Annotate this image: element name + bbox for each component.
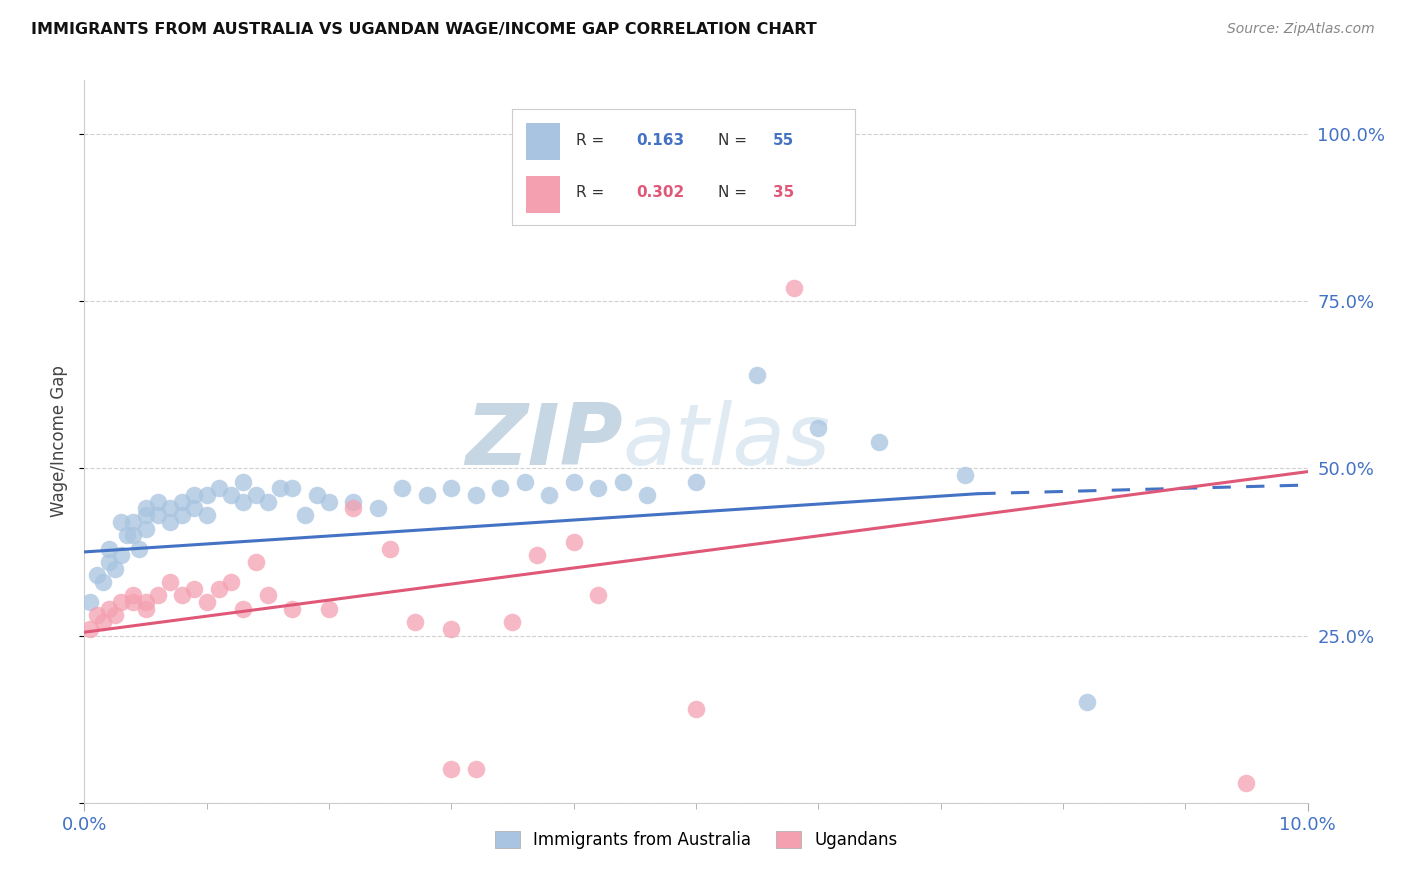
Legend: Immigrants from Australia, Ugandans: Immigrants from Australia, Ugandans (488, 824, 904, 856)
Point (685, 475, 707, 489)
Point (232, 602, 254, 616)
Point (135, 501, 157, 516)
Point (685, 702, 707, 716)
Point (257, 589, 280, 603)
Point (183, 488, 205, 502)
Point (195, 595, 218, 609)
Text: atlas: atlas (623, 400, 831, 483)
Point (526, 548, 548, 563)
Point (159, 515, 181, 529)
Point (79, 622, 101, 636)
Point (747, 368, 769, 382)
Point (122, 589, 145, 603)
Point (1076, 696, 1098, 710)
Point (807, 421, 830, 435)
Point (245, 488, 267, 502)
Point (159, 501, 181, 516)
Point (115, 528, 138, 542)
Point (636, 488, 658, 502)
Point (128, 541, 150, 556)
Point (91, 615, 114, 630)
Point (110, 595, 132, 609)
Point (183, 501, 205, 516)
Point (146, 494, 169, 508)
Point (195, 508, 218, 523)
Text: ZIP: ZIP (465, 400, 623, 483)
Point (159, 575, 181, 590)
Point (86, 608, 108, 623)
Point (104, 608, 127, 623)
Point (489, 482, 512, 496)
Point (269, 482, 291, 496)
Text: Source: ZipAtlas.com: Source: ZipAtlas.com (1227, 22, 1375, 37)
Point (953, 467, 976, 482)
Point (869, 434, 891, 449)
Point (219, 575, 242, 590)
Point (208, 582, 231, 596)
Text: IMMIGRANTS FROM AUSTRALIA VS UGANDAN WAGE/INCOME GAP CORRELATION CHART: IMMIGRANTS FROM AUSTRALIA VS UGANDAN WAG… (31, 22, 817, 37)
Point (380, 541, 402, 556)
Point (440, 482, 463, 496)
Y-axis label: Wage/Income Gap: Wage/Income Gap (51, 366, 69, 517)
Point (97, 555, 120, 569)
Point (318, 602, 340, 616)
Point (122, 515, 145, 529)
Point (305, 488, 328, 502)
Point (232, 494, 254, 508)
Point (91, 575, 114, 590)
Point (586, 589, 609, 603)
Point (342, 494, 364, 508)
Point (562, 475, 585, 489)
Point (219, 488, 242, 502)
Point (232, 475, 254, 489)
Point (464, 488, 486, 502)
Point (281, 482, 304, 496)
Point (416, 488, 439, 502)
Point (135, 602, 157, 616)
Point (135, 595, 157, 609)
Point (404, 615, 426, 630)
Point (294, 508, 316, 523)
Point (172, 494, 194, 508)
Point (183, 582, 205, 596)
Point (122, 595, 145, 609)
Point (122, 528, 145, 542)
Point (281, 602, 304, 616)
Point (367, 501, 389, 516)
Point (1236, 776, 1258, 790)
Point (513, 475, 536, 489)
Point (195, 488, 218, 502)
Point (342, 501, 364, 516)
Point (146, 508, 169, 523)
Point (135, 521, 157, 535)
Point (586, 482, 609, 496)
Point (97, 541, 120, 556)
Point (440, 622, 463, 636)
Point (464, 762, 486, 776)
Point (97, 602, 120, 616)
Point (135, 508, 157, 523)
Point (391, 482, 413, 496)
Point (783, 281, 806, 295)
Point (562, 534, 585, 549)
Point (104, 562, 127, 576)
Point (172, 508, 194, 523)
Point (172, 589, 194, 603)
Point (110, 548, 132, 563)
Point (440, 762, 463, 776)
Point (245, 555, 267, 569)
Point (208, 482, 231, 496)
Point (538, 488, 561, 502)
Point (110, 515, 132, 529)
Point (318, 494, 340, 508)
Point (79, 595, 101, 609)
Point (146, 589, 169, 603)
Point (502, 615, 524, 630)
Point (86, 568, 108, 582)
Point (257, 494, 280, 508)
Point (612, 475, 634, 489)
